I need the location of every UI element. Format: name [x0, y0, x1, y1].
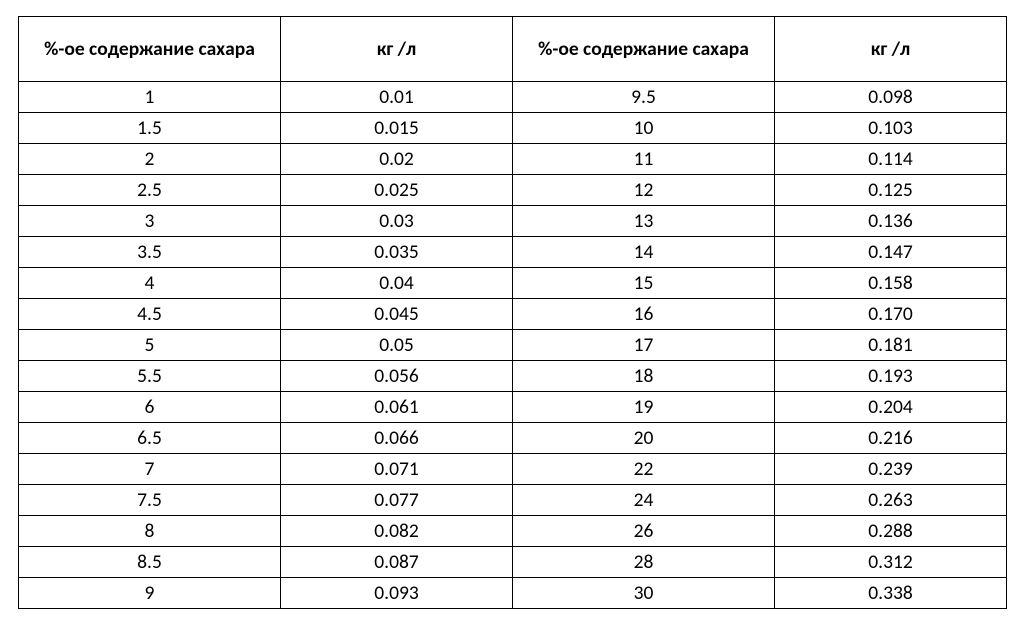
- table-cell: 0.082: [281, 516, 513, 547]
- table-cell: 22: [513, 454, 775, 485]
- col-header-kgl-2: кг /л: [775, 17, 1007, 82]
- table-cell: 0.147: [775, 237, 1007, 268]
- table-row: 20.02110.114: [19, 144, 1007, 175]
- table-row: 4.50.045160.170: [19, 299, 1007, 330]
- table-cell: 11: [513, 144, 775, 175]
- table-cell: 4.5: [19, 299, 281, 330]
- table-header-row: %-ое содержание сахара кг /л %-ое содерж…: [19, 17, 1007, 82]
- col-header-percent-2: %-ое содержание сахара: [513, 17, 775, 82]
- table-cell: 0.061: [281, 392, 513, 423]
- table-cell: 0.338: [775, 578, 1007, 609]
- table-cell: 0.103: [775, 113, 1007, 144]
- table-row: 8.50.087280.312: [19, 547, 1007, 578]
- table-cell: 0.03: [281, 206, 513, 237]
- table-cell: 26: [513, 516, 775, 547]
- table-cell: 2: [19, 144, 281, 175]
- table-cell: 0.098: [775, 82, 1007, 113]
- table-cell: 0.125: [775, 175, 1007, 206]
- table-cell: 0.05: [281, 330, 513, 361]
- table-cell: 1.5: [19, 113, 281, 144]
- table-cell: 8.5: [19, 547, 281, 578]
- table-row: 1.50.015100.103: [19, 113, 1007, 144]
- table-row: 60.061190.204: [19, 392, 1007, 423]
- table-row: 80.082260.288: [19, 516, 1007, 547]
- table-cell: 5.5: [19, 361, 281, 392]
- table-row: 2.50.025120.125: [19, 175, 1007, 206]
- table-cell: 7.5: [19, 485, 281, 516]
- table-cell: 0.025: [281, 175, 513, 206]
- table-cell: 0.204: [775, 392, 1007, 423]
- table-cell: 3: [19, 206, 281, 237]
- table-cell: 17: [513, 330, 775, 361]
- table-cell: 18: [513, 361, 775, 392]
- table-cell: 0.239: [775, 454, 1007, 485]
- table-row: 5.50.056180.193: [19, 361, 1007, 392]
- page-container: %-ое содержание сахара кг /л %-ое содерж…: [0, 0, 1024, 625]
- table-cell: 8: [19, 516, 281, 547]
- table-cell: 0.035: [281, 237, 513, 268]
- col-header-kgl-1: кг /л: [281, 17, 513, 82]
- sugar-content-table: %-ое содержание сахара кг /л %-ое содерж…: [18, 16, 1007, 609]
- table-cell: 0.263: [775, 485, 1007, 516]
- table-cell: 0.288: [775, 516, 1007, 547]
- table-cell: 0.015: [281, 113, 513, 144]
- table-cell: 9: [19, 578, 281, 609]
- table-cell: 0.181: [775, 330, 1007, 361]
- table-cell: 30: [513, 578, 775, 609]
- table-cell: 0.136: [775, 206, 1007, 237]
- table-row: 40.04150.158: [19, 268, 1007, 299]
- table-row: 3.50.035140.147: [19, 237, 1007, 268]
- table-cell: 0.193: [775, 361, 1007, 392]
- table-cell: 0.056: [281, 361, 513, 392]
- table-head: %-ое содержание сахара кг /л %-ое содерж…: [19, 17, 1007, 82]
- table-body: 10.019.50.0981.50.015100.10320.02110.114…: [19, 82, 1007, 609]
- col-header-percent-1: %-ое содержание сахара: [19, 17, 281, 82]
- table-row: 30.03130.136: [19, 206, 1007, 237]
- table-cell: 9.5: [513, 82, 775, 113]
- table-cell: 10: [513, 113, 775, 144]
- table-cell: 24: [513, 485, 775, 516]
- table-row: 6.50.066200.216: [19, 423, 1007, 454]
- table-cell: 0.077: [281, 485, 513, 516]
- table-cell: 0.066: [281, 423, 513, 454]
- table-cell: 16: [513, 299, 775, 330]
- table-cell: 0.04: [281, 268, 513, 299]
- table-cell: 0.02: [281, 144, 513, 175]
- table-cell: 0.01: [281, 82, 513, 113]
- table-cell: 0.216: [775, 423, 1007, 454]
- table-cell: 0.170: [775, 299, 1007, 330]
- table-row: 70.071220.239: [19, 454, 1007, 485]
- table-cell: 14: [513, 237, 775, 268]
- table-cell: 3.5: [19, 237, 281, 268]
- table-cell: 0.312: [775, 547, 1007, 578]
- table-cell: 0.158: [775, 268, 1007, 299]
- table-cell: 2.5: [19, 175, 281, 206]
- table-row: 50.05170.181: [19, 330, 1007, 361]
- table-cell: 0.114: [775, 144, 1007, 175]
- table-cell: 12: [513, 175, 775, 206]
- table-cell: 1: [19, 82, 281, 113]
- table-cell: 19: [513, 392, 775, 423]
- table-cell: 0.045: [281, 299, 513, 330]
- table-row: 7.50.077240.263: [19, 485, 1007, 516]
- table-cell: 6: [19, 392, 281, 423]
- table-cell: 13: [513, 206, 775, 237]
- table-row: 90.093300.338: [19, 578, 1007, 609]
- table-cell: 15: [513, 268, 775, 299]
- table-cell: 7: [19, 454, 281, 485]
- table-cell: 0.093: [281, 578, 513, 609]
- table-cell: 0.071: [281, 454, 513, 485]
- table-row: 10.019.50.098: [19, 82, 1007, 113]
- table-cell: 28: [513, 547, 775, 578]
- table-cell: 6.5: [19, 423, 281, 454]
- table-cell: 5: [19, 330, 281, 361]
- table-cell: 0.087: [281, 547, 513, 578]
- table-cell: 20: [513, 423, 775, 454]
- table-cell: 4: [19, 268, 281, 299]
